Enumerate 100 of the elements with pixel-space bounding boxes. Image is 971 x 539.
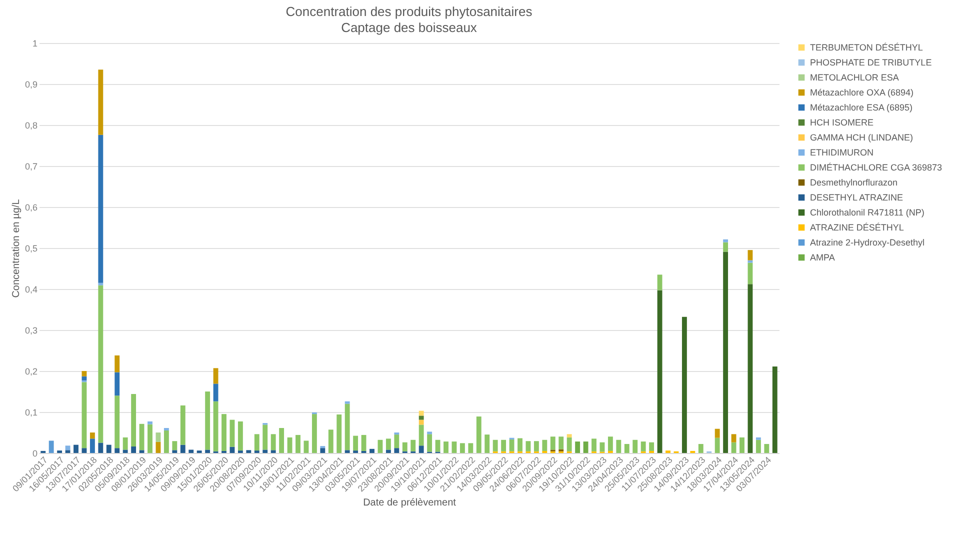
y-tick-label: 0,8 [24, 120, 38, 130]
bar [139, 424, 144, 450]
bar [336, 414, 342, 453]
bar [131, 394, 136, 446]
bar [444, 442, 448, 453]
bar [180, 444, 186, 453]
legend-label: ETHIDIMURON [810, 148, 874, 158]
bar [657, 290, 662, 453]
bar [542, 440, 548, 451]
bar [82, 371, 87, 376]
bar [748, 250, 753, 260]
bar [723, 239, 728, 242]
bar [139, 450, 144, 453]
bar [386, 438, 391, 450]
bar [632, 440, 638, 453]
chart-title: Concentration des produits phytosanitaires [286, 4, 533, 19]
bar [205, 450, 210, 453]
bar [287, 437, 292, 453]
bar [558, 436, 564, 450]
legend-label: ATRAZINE DÉSÉTHYL [810, 222, 904, 232]
bar [378, 440, 383, 453]
bar [180, 405, 186, 445]
bar [460, 443, 465, 453]
bar [344, 450, 350, 453]
bar [254, 434, 260, 451]
bar [526, 441, 531, 452]
bar [106, 444, 112, 453]
bar [418, 446, 424, 453]
bar [114, 355, 120, 372]
bar [731, 442, 736, 453]
bar [394, 448, 400, 453]
bar [509, 439, 514, 452]
bar [148, 424, 152, 453]
bar [575, 442, 580, 453]
bar [714, 428, 720, 438]
bar [640, 442, 646, 452]
bar [468, 443, 474, 453]
bar [328, 430, 334, 453]
x-axis-title: Date de prélèvement [363, 498, 456, 509]
bar [262, 450, 268, 453]
y-axis-title: Concentration en µg/L [10, 198, 22, 298]
bar [48, 440, 54, 453]
legend-label: AMPA [810, 252, 835, 262]
bar [600, 442, 605, 452]
bar [772, 366, 778, 453]
bar [156, 442, 161, 453]
bar [501, 440, 506, 452]
legend-label: DESETHYL ATRAZINE [810, 192, 904, 202]
bar [566, 434, 572, 438]
bar [172, 450, 178, 453]
bar [156, 432, 161, 442]
chart-subtitle: Captage des boisseaux [341, 20, 478, 35]
legend-label: PHOSPHATE DE TRIBUTYLE [810, 58, 932, 68]
bar [418, 410, 424, 416]
y-tick-label: 0,4 [24, 284, 38, 294]
legend-label: Métazachlore ESA (6895) [810, 102, 913, 112]
bar [756, 440, 761, 453]
bar [213, 368, 218, 384]
bar [98, 134, 104, 283]
y-tick-label: 0,1 [24, 408, 38, 418]
bar [748, 260, 753, 263]
bar [262, 424, 268, 450]
bar [616, 440, 622, 453]
bar [98, 70, 104, 135]
bar [246, 450, 252, 453]
bar [427, 432, 432, 434]
bar [361, 434, 366, 451]
bar [164, 430, 169, 453]
legend-label: HCH ISOMERE [810, 118, 874, 128]
y-tick-label: 0,6 [24, 202, 38, 212]
bar [748, 284, 753, 453]
bar [452, 442, 457, 453]
bar [682, 316, 687, 453]
bar [714, 438, 720, 453]
bar [270, 450, 276, 453]
bar [238, 421, 243, 451]
bar [114, 448, 120, 453]
bar [74, 444, 78, 453]
legend-label: TERBUMETON DÉSÉTHYL [810, 42, 923, 52]
bar [435, 440, 440, 452]
legend-label: Desmethylnorflurazon [810, 178, 898, 188]
legend-label: DIMÉTHACHLORE CGA 369873 [810, 162, 942, 172]
bar [172, 441, 178, 450]
bar [649, 442, 654, 451]
bar [82, 382, 87, 448]
bar [205, 392, 210, 450]
bar [270, 434, 276, 450]
bar [731, 434, 736, 442]
bar [114, 372, 120, 396]
legend-label: Atrazine 2-Hydroxy-Desethyl [810, 238, 925, 248]
legend-label: METOLACHLOR ESA [810, 72, 899, 82]
bar [344, 401, 350, 404]
y-tick-label: 0 [32, 448, 38, 458]
y-tick-label: 0,7 [24, 162, 38, 172]
bar [566, 437, 572, 452]
bar [764, 444, 770, 453]
bar [756, 437, 761, 440]
bar [418, 420, 424, 425]
bar [418, 416, 424, 420]
y-tick-label: 0,5 [24, 244, 38, 254]
